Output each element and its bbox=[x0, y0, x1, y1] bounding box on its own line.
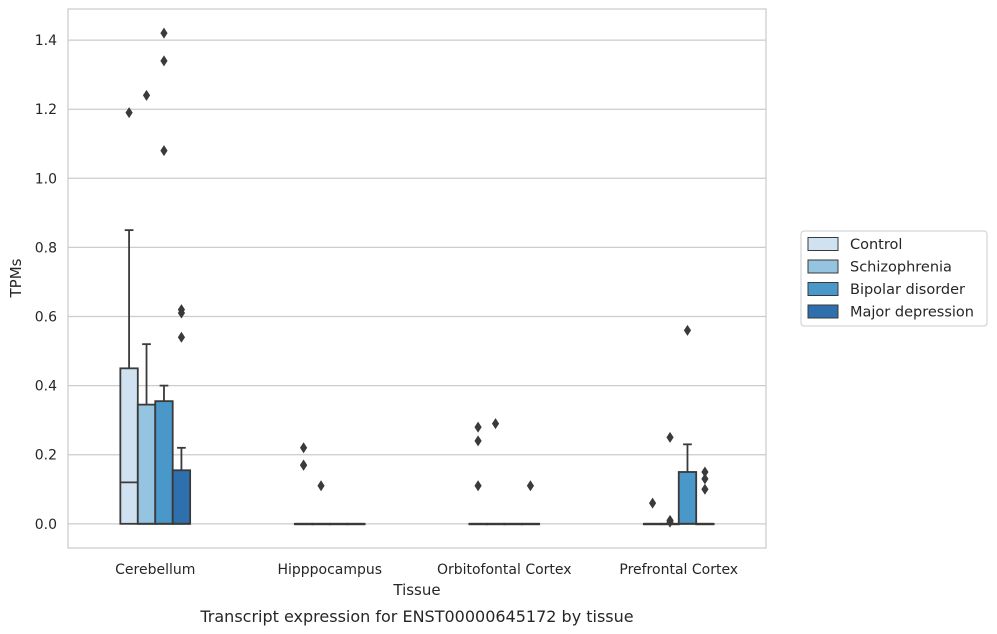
outlier-point bbox=[177, 307, 186, 319]
x-tick-label: Prefrontal Cortex bbox=[619, 562, 738, 578]
outlier-point bbox=[683, 324, 692, 336]
outlier-point bbox=[491, 418, 500, 430]
outlier-point bbox=[160, 145, 168, 157]
x-tick-label: Cerebellum bbox=[115, 562, 195, 578]
box-major-depression bbox=[171, 304, 192, 525]
outlier-point bbox=[474, 480, 482, 492]
x-axis-title: Tissue bbox=[392, 581, 440, 599]
y-tick-label: 0.6 bbox=[35, 310, 57, 326]
outlier-point bbox=[125, 107, 133, 119]
y-tick-label: 0.2 bbox=[35, 448, 57, 464]
legend-frame bbox=[800, 230, 988, 327]
box-body bbox=[677, 471, 698, 525]
legend-label: Bipolar disorder bbox=[850, 282, 965, 298]
box-control bbox=[119, 107, 139, 525]
box-bipolar-disorder bbox=[677, 324, 698, 525]
plot-background bbox=[68, 9, 766, 548]
y-tick-label: 0.0 bbox=[35, 517, 57, 533]
y-tick-label: 0.8 bbox=[35, 240, 57, 256]
y-tick-label: 1.0 bbox=[35, 171, 57, 187]
figure-caption: Transcript expression for ENST0000064517… bbox=[199, 607, 633, 626]
legend-swatch bbox=[807, 259, 839, 274]
legend: Control Schizophrenia Bipolar disorder Majo… bbox=[800, 230, 988, 327]
outlier-point bbox=[474, 421, 482, 433]
box-body bbox=[136, 403, 157, 525]
box-major-depression bbox=[346, 522, 366, 526]
outlier-point bbox=[701, 483, 709, 495]
legend-label: Control bbox=[850, 237, 902, 253]
outlier-point bbox=[701, 466, 709, 478]
outlier-point bbox=[160, 27, 168, 39]
outlier-point bbox=[666, 431, 674, 443]
outlier-point bbox=[177, 331, 186, 343]
outlier-point bbox=[299, 459, 308, 471]
legend-swatch bbox=[807, 282, 839, 296]
box-body bbox=[171, 469, 192, 525]
outlier-point bbox=[160, 55, 168, 67]
y-tick-label: 1.2 bbox=[35, 102, 57, 118]
y-tick-label: 1.4 bbox=[35, 33, 57, 49]
outlier-point bbox=[474, 435, 482, 447]
outlier-point bbox=[317, 480, 325, 492]
outlier-point bbox=[648, 497, 657, 509]
outlier-point bbox=[701, 473, 709, 485]
legend-swatch bbox=[807, 304, 839, 319]
box-bipolar-disorder bbox=[503, 522, 523, 526]
y-tick-label: 0.4 bbox=[35, 379, 57, 395]
legend-label: Schizophrenia bbox=[850, 260, 952, 276]
outlier-point bbox=[526, 480, 535, 492]
x-tick-labels: Cerebellum Hipppocampus Orbitofontal Corte… bbox=[115, 562, 738, 578]
x-tick-label: Orbitofontal Cortex bbox=[437, 562, 572, 578]
box-major-depression bbox=[520, 480, 541, 526]
box-major-depression bbox=[695, 466, 715, 526]
box-bipolar-disorder bbox=[154, 27, 174, 525]
x-tick-label: Hipppocampus bbox=[277, 562, 382, 578]
y-axis-title: TPMs bbox=[7, 258, 25, 298]
legend-label: Major depression bbox=[850, 305, 974, 321]
box-layer bbox=[119, 27, 715, 528]
outlier-point bbox=[299, 442, 308, 454]
box-body bbox=[119, 367, 139, 525]
plot-frame bbox=[67, 8, 767, 549]
outlier-point bbox=[142, 89, 151, 101]
legend-swatch bbox=[807, 237, 839, 251]
y-tick-labels: 0.0 0.2 0.4 0.6 0.8 1.0 1.2 1.4 bbox=[35, 33, 57, 533]
outlier-point bbox=[666, 516, 674, 528]
box-bipolar-disorder bbox=[328, 522, 349, 526]
box-body bbox=[154, 400, 174, 525]
